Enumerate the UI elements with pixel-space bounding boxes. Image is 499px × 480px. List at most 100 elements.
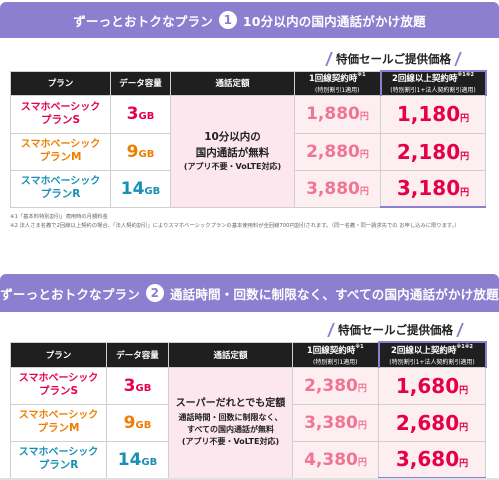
price-single-cell: 3,380円 (292, 403, 379, 442)
header-sub-text: (特別割引1適用) (313, 358, 358, 366)
plan-number-badge: 1 (218, 11, 237, 29)
table-row: スマホベーシック プランR 14GB 4,380円 3,680円 (10, 440, 486, 479)
col-header-call: 通話定額 (170, 70, 295, 96)
data-capacity-cell: 9GB (110, 132, 171, 171)
price-single-cell: 1,880円 (294, 94, 381, 134)
yen-unit: 円 (357, 457, 367, 468)
price-value: 1,880 (306, 104, 360, 124)
plan-block-title-pre: ずーっとおトクなプラン (0, 286, 140, 302)
plan-name-cell: スマホベーシック プランM (10, 403, 107, 442)
data-capacity-cell: 14GB (106, 440, 169, 479)
plan-name-line2: プランS (38, 385, 79, 398)
footnote-text: ※1「基本料特別割引」適用時の月額料金 (10, 214, 108, 220)
plan-name-cell: スマホベーシック プランS (10, 366, 107, 405)
capacity-unit: GB (138, 148, 155, 160)
price-multi-cell: 1,680円 (378, 366, 486, 405)
plan-name-line2: プランM (39, 151, 82, 164)
call-plan-line: 国内通話が無料 (195, 146, 270, 159)
sale-price-text: 特価セールご提供価格 (336, 52, 451, 66)
yen-unit: 円 (359, 112, 369, 122)
footnote-mark: ※1 (355, 343, 364, 350)
col-header-call: 通話定額 (168, 341, 293, 368)
col-header-data: データ容量 (106, 341, 169, 368)
call-plan-line: (アプリ不要・VoLTE対応) (183, 162, 282, 172)
footnote-mark: ※1※2 (457, 72, 475, 79)
price-multi-cell: 2,680円 (378, 403, 486, 442)
price-value: 2,680 (395, 410, 460, 435)
price-value: 4,380 (304, 449, 358, 470)
call-plan-cell: スーパーだれとでも定額 通話時間・回数に制限なく、 すべての国内通話が無料 (ア… (168, 366, 293, 479)
footnote-mark: ※1 (357, 72, 366, 78)
price-value: 3,380 (304, 412, 358, 433)
price-multi-cell: 3,680円 (378, 440, 486, 479)
yen-unit: 円 (459, 385, 469, 396)
plan-name-line1: スマホベーシック (20, 139, 101, 151)
data-capacity-cell: 14GB (110, 169, 171, 208)
price-single-cell: 2,880円 (294, 132, 381, 171)
data-capacity-cell: 9GB (106, 403, 169, 442)
plan-name-line1: スマホベーシック (18, 447, 99, 459)
price-table: プラン データ容量 通話定額 1回線契約時※1 (特別割引1適用) 2回線以上契… (10, 341, 487, 479)
call-plan-line: スーパーだれとでも定額 (175, 398, 286, 410)
data-capacity-cell: 3GB (110, 94, 171, 134)
call-plan-cell: 10分以内の 国内通話が無料 (アプリ不要・VoLTE対応) (170, 94, 295, 208)
header-sub-text: (特別割引1適用) (315, 87, 360, 94)
col-header-plan: プラン (10, 70, 111, 96)
plan-block-header: ずーっとおトクなプラン 1 10分以内の国内通話がかけ放題 (0, 2, 499, 38)
price-value: 2,880 (306, 141, 360, 162)
call-plan-line: 通話時間・回数に制限なく、 (178, 412, 283, 422)
table-header-row: プラン データ容量 通話定額 1回線契約時※1 (特別割引1適用) 2回線以上契… (10, 341, 487, 368)
col-header-multi-line: 2回線以上契約時※1※2 (特別割引1+法人契約割引適用) (377, 341, 487, 368)
plan-name-line2: プランR (40, 188, 81, 201)
plan-block-title-pre: ずーっとおトクなプラン (73, 13, 213, 29)
capacity-value: 3 (126, 104, 139, 124)
plan-name-line2: プランR (38, 459, 79, 472)
yen-unit: 円 (459, 459, 469, 470)
price-single-cell: 4,380円 (292, 440, 379, 479)
plan-block-title-post: 通話時間・回数に制限なく、すべての国内通話がかけ放題 (169, 286, 499, 302)
header-sub-text: (特別割引1+法人契約割引適用) (390, 87, 476, 95)
slash-decoration-icon (325, 52, 333, 66)
price-multi-cell: 3,180円 (380, 169, 486, 208)
table-row: スマホベーシック プランR 14GB 3,880円 3,180円 (10, 169, 486, 208)
col-header-plan: プラン (10, 341, 107, 368)
footnotes: ※1「基本料特別割引」適用時の月額料金 ※2 法人さま名義で2回線以上契約の場合… (10, 213, 490, 230)
plan-name-line1: スマホベーシック (18, 410, 99, 422)
price-multi-cell: 2,180円 (380, 132, 486, 171)
sale-price-label: 特価セールご提供価格 (322, 51, 465, 67)
col-header-single-line: 1回線契約時※1 (特別割引1適用) (292, 341, 379, 368)
header-sub-text: (特別割引1+法人契約割引適用) (389, 358, 475, 366)
table-row: スマホベーシック プランM 9GB 2,880円 2,180円 (10, 132, 486, 171)
col-header-data: データ容量 (110, 70, 171, 96)
yen-unit: 円 (460, 151, 470, 162)
price-value: 3,180 (396, 176, 461, 201)
plan-block-title-post: 10分以内の国内通話がかけ放題 (242, 13, 426, 29)
yen-unit: 円 (460, 188, 470, 199)
plan-number-badge: 2 (145, 284, 164, 302)
price-table: プラン データ容量 通話定額 1回線契約時※1 (特別割引1適用) 2回線以上契… (10, 70, 487, 208)
plan-name-line1: スマホベーシック (20, 176, 101, 188)
price-single-cell: 3,880円 (294, 169, 381, 208)
table-row: スマホベーシック プランM 9GB 3,380円 2,680円 (10, 403, 486, 442)
price-single-cell: 2,380円 (292, 366, 379, 405)
plan-name-line1: スマホベーシック (18, 373, 99, 385)
col-header-single-line: 1回線契約時※1 (特別割引1適用) (294, 70, 381, 96)
capacity-unit: GB (135, 419, 152, 431)
header-main-text: 1回線契約時 (308, 74, 358, 84)
slash-decoration-icon (454, 52, 462, 66)
slash-decoration-icon (456, 323, 464, 337)
table-row: スマホベーシック プランS 3GB 10分以内の 国内通話が無料 (アプリ不要・V… (10, 94, 486, 208)
capacity-unit: GB (141, 456, 158, 468)
col-header-multi-line: 2回線以上契約時※1※2 (特別割引1+法人契約割引適用) (379, 70, 487, 96)
header-main-text: 1回線契約時 (306, 345, 356, 356)
call-plan-line: (アプリ不要・VoLTE対応) (181, 437, 280, 447)
yen-unit: 円 (459, 422, 469, 433)
plan-name-cell: スマホベーシック プランR (10, 440, 107, 479)
plan-name-cell: スマホベーシック プランM (10, 132, 111, 171)
price-value: 3,880 (306, 178, 360, 199)
footnote-mark: ※1※2 (456, 343, 474, 350)
yen-unit: 円 (357, 420, 367, 431)
price-value: 3,680 (395, 447, 460, 472)
plan-block-header: ずーっとおトクなプラン 2 通話時間・回数に制限なく、すべての国内通話がかけ放題 (0, 274, 499, 312)
slash-decoration-icon (327, 323, 335, 337)
